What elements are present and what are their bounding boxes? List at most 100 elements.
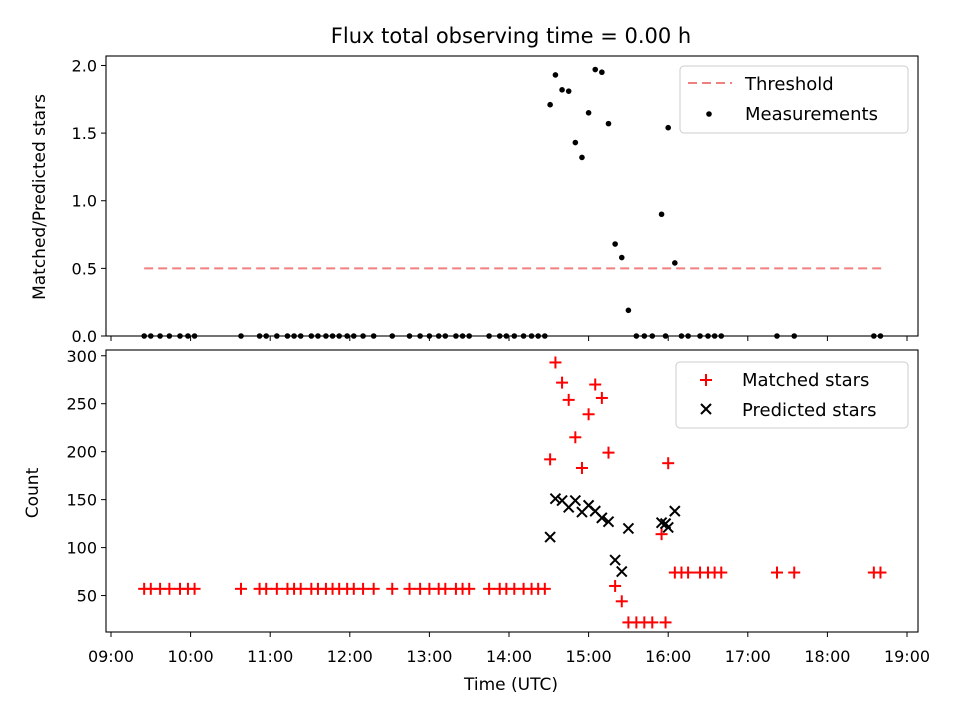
y-tick-label: 0.5 [72, 259, 97, 278]
x-tick-label: 15:00 [566, 647, 612, 666]
matched-star-marker [589, 378, 602, 391]
predicted-star-marker [549, 492, 562, 505]
x-tick-label: 13:00 [406, 647, 452, 666]
y-tick-label: 250 [66, 395, 97, 414]
measurement-point [665, 124, 671, 131]
x-tick-label: 14:00 [486, 647, 532, 666]
bottom-legend: Matched stars Predicted stars [675, 361, 909, 429]
matched-star-marker [188, 582, 201, 595]
measurement-point [559, 87, 565, 93]
x-tick-label: 12:00 [327, 647, 373, 666]
y-tick-label: 1.5 [72, 124, 97, 143]
matched-star-marker [595, 391, 608, 404]
matched-star-marker [582, 408, 595, 421]
bottom-y-ticks: 50 100 150 200 250 300 [66, 347, 106, 606]
measurement-point [672, 260, 678, 266]
measurement-point [585, 110, 592, 116]
matched-star-marker [609, 579, 622, 592]
matched-star-marker [439, 582, 452, 595]
matched-star-marker [615, 595, 628, 608]
measurement-point [572, 139, 579, 146]
matched-star-marker [556, 376, 569, 389]
bottom-x-axis-label: Time (UTC) [463, 675, 558, 695]
matched-star-marker [659, 616, 672, 629]
measurement-point [552, 72, 559, 78]
matched-star-marker [260, 582, 273, 595]
measurement-point [565, 88, 572, 94]
top-y-axis-label: Matched/Predicted stars [30, 94, 50, 300]
matched-star-marker [602, 446, 615, 459]
matched-star-marker [270, 582, 283, 595]
matched-star-marker [294, 582, 307, 595]
x-tick-label: 16:00 [645, 647, 691, 666]
legend-matched-label: Matched stars [742, 370, 869, 391]
x-tick-label: 17:00 [725, 647, 771, 666]
matched-star-marker [715, 566, 728, 579]
predicted-star-marker [596, 512, 608, 524]
measurement-point [625, 307, 632, 314]
y-tick-label: 200 [66, 443, 97, 462]
matched-star-marker [646, 616, 659, 629]
bottom-panel: 50 100 150 200 250 300 09:00 10:00 11:00 12:00 13… [23, 347, 930, 695]
bottom-legend-box [675, 361, 909, 429]
measurement-point [592, 66, 599, 73]
matched-star-marker [357, 582, 370, 595]
x-tick-label: 10:00 [168, 647, 214, 666]
measurement-point [547, 101, 553, 108]
y-tick-label: 300 [66, 347, 97, 366]
matched-star-marker [163, 582, 176, 595]
predicted-star-marker [616, 565, 628, 578]
y-tick-label: 100 [66, 539, 97, 558]
measurement-point [579, 154, 585, 161]
top-y-ticks: 0.0 0.5 1.0 1.5 2.0 [72, 56, 106, 346]
matched-star-marker [235, 582, 248, 595]
predicted-stars-points [544, 492, 681, 578]
y-tick-label: 0.0 [72, 327, 97, 346]
legend-threshold-label: Threshold [744, 74, 834, 95]
x-tick-label: 18:00 [804, 647, 850, 666]
legend-predicted-label: Predicted stars [742, 400, 876, 421]
matched-star-marker [662, 457, 675, 470]
top-plot-frame [105, 55, 919, 337]
matched-stars-points [138, 356, 887, 629]
legend-measurements-swatch [706, 111, 712, 117]
y-tick-label: 2.0 [72, 56, 97, 75]
matched-star-marker [367, 582, 380, 595]
predicted-star-marker [669, 505, 681, 517]
matched-star-marker [788, 566, 801, 579]
matched-star-marker [463, 582, 476, 595]
matched-star-marker [575, 461, 588, 474]
matched-star-marker [569, 431, 582, 444]
y-tick-label: 150 [66, 491, 97, 510]
matched-star-marker [562, 393, 575, 406]
x-tick-label: 11:00 [247, 647, 293, 666]
bottom-y-axis-label: Count [23, 467, 43, 518]
matched-star-marker [655, 528, 668, 541]
matched-star-marker [403, 582, 416, 595]
matched-star-marker [770, 566, 783, 579]
chart-title: Flux total observing time = 0.00 h [331, 24, 691, 48]
y-tick-label: 50 [77, 587, 97, 606]
bottom-plot-frame [105, 349, 919, 633]
measurement-point [658, 211, 665, 218]
matched-star-marker [386, 582, 399, 595]
predicted-star-marker [655, 516, 668, 529]
matched-star-marker [483, 582, 496, 595]
matched-star-marker [549, 356, 562, 369]
matched-star-marker [874, 566, 887, 579]
top-legend: Threshold Measurements [679, 65, 909, 134]
measurement-point [605, 120, 612, 127]
matched-star-marker [682, 566, 695, 579]
legend-matched-swatch [700, 374, 712, 386]
top-legend-box [679, 65, 909, 134]
measurement-point [599, 69, 605, 76]
measurement-point [618, 254, 625, 261]
legend-measurements-label: Measurements [745, 104, 878, 125]
x-tick-label: 09:00 [88, 647, 134, 666]
predicted-star-marker [609, 554, 621, 566]
matched-star-marker [538, 582, 551, 595]
predicted-star-marker [662, 521, 674, 534]
measurement-point [612, 241, 618, 247]
predicted-star-marker [569, 494, 582, 507]
legend-predicted-swatch [700, 403, 712, 415]
